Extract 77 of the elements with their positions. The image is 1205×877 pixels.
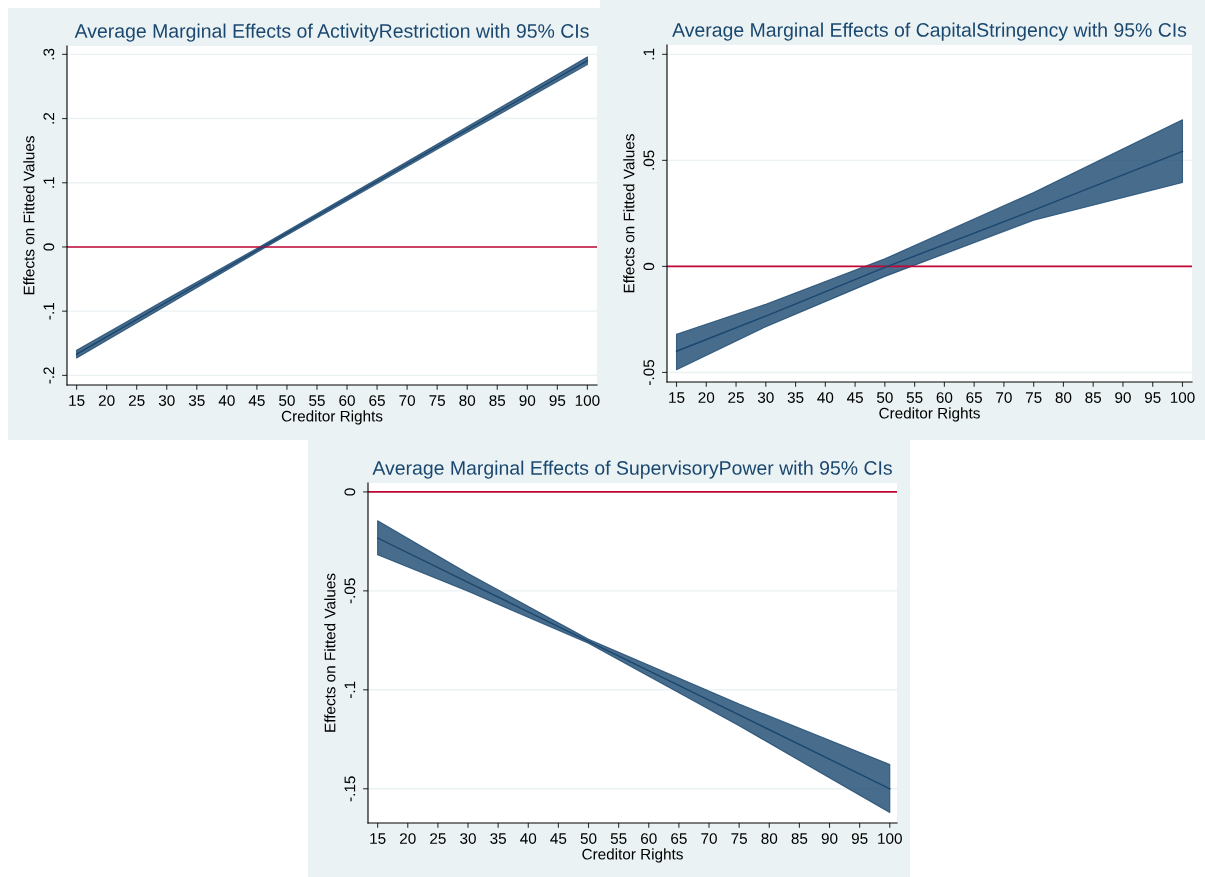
x-tick-label: 95 [549, 395, 566, 406]
x-tick-label: 15 [69, 395, 85, 406]
x-tick-label: 45 [248, 395, 265, 406]
x-tick-label: 85 [791, 833, 808, 844]
x-tick-label: 95 [1144, 392, 1161, 403]
x-tick-label: 90 [519, 395, 536, 406]
x-tick-label: 20 [400, 833, 416, 844]
y-tick-label: 0 [43, 243, 55, 251]
x-tick-label: 80 [761, 833, 778, 844]
x-tick-label: 15 [370, 833, 386, 844]
x-tick-label: 40 [218, 395, 235, 406]
x-tick-label: 55 [906, 392, 923, 403]
chart-title: Average Marginal Effects of SupervisoryPower with 95% CIs [372, 460, 892, 479]
x-tick-label: 50 [279, 395, 295, 406]
y-tick-label: -.2 [43, 367, 55, 384]
y-axis-title: Effects on Fitted Values [23, 136, 35, 295]
x-tick-label: 70 [996, 392, 1012, 403]
chart-title: Average Marginal Effects of CapitalStringency with 95% CIs [672, 22, 1187, 41]
y-tick-label: .1 [43, 177, 55, 188]
y-tick-label: -.15 [344, 776, 356, 802]
y-tick-label: .05 [643, 150, 655, 170]
x-tick-label: 85 [1085, 392, 1102, 403]
x-tick-label: 60 [339, 395, 355, 406]
x-tick-label: 100 [575, 395, 600, 406]
x-tick-label: 95 [851, 833, 868, 844]
y-axis-title: Effects on Fitted Values [623, 134, 635, 293]
x-axis-title: Creditor Rights [879, 407, 980, 422]
x-tick-label: 45 [550, 833, 567, 844]
y-tick-label: -.05 [643, 359, 655, 385]
x-tick-label: 90 [1115, 392, 1131, 403]
x-tick-label: 35 [188, 395, 205, 406]
x-tick-label: 65 [369, 395, 385, 406]
y-tick-label: 0 [643, 262, 655, 271]
x-tick-label: 35 [490, 833, 506, 844]
x-tick-label: 35 [787, 392, 804, 403]
x-tick-label: 60 [936, 392, 953, 403]
x-tick-label: 75 [1025, 392, 1042, 403]
x-tick-label: 85 [489, 395, 506, 406]
x-axis-title: Creditor Rights [582, 848, 683, 863]
x-tick-label: 65 [671, 833, 687, 844]
y-tick-label: -.05 [344, 578, 356, 604]
x-tick-label: 65 [966, 392, 982, 403]
x-tick-label: 100 [1170, 392, 1195, 403]
x-tick-label: 80 [1055, 392, 1072, 403]
x-tick-label: 55 [309, 395, 325, 406]
x-tick-label: 80 [459, 395, 476, 406]
x-tick-label: 40 [520, 833, 537, 844]
x-tick-label: 20 [98, 395, 115, 406]
x-tick-label: 100 [878, 833, 902, 844]
chart-title: Average Marginal Effects of ActivityRestriction with 95% CIs [74, 23, 589, 42]
x-tick-label: 50 [580, 833, 597, 844]
x-tick-label: 30 [460, 833, 476, 844]
y-axis-title: Effects on Fitted Values [324, 573, 336, 732]
x-tick-label: 40 [817, 392, 834, 403]
x-tick-label: 15 [669, 392, 685, 403]
x-tick-label: 55 [610, 833, 627, 844]
x-tick-label: 75 [731, 833, 747, 844]
y-tick-label: .3 [43, 48, 55, 60]
x-tick-label: 25 [128, 395, 145, 406]
y-tick-label: .2 [43, 112, 55, 124]
x-tick-label: 50 [876, 392, 893, 403]
y-tick-label: .1 [643, 48, 655, 60]
x-axis-title: Creditor Rights [281, 410, 383, 425]
y-tick-label: -.1 [43, 303, 55, 320]
x-tick-label: 25 [728, 392, 744, 403]
x-tick-label: 20 [698, 392, 715, 403]
x-tick-label: 70 [399, 395, 416, 406]
x-tick-label: 60 [641, 833, 657, 844]
x-tick-label: 30 [158, 395, 175, 406]
x-tick-label: 25 [430, 833, 446, 844]
x-tick-label: 90 [821, 833, 838, 844]
y-tick-label: -.1 [344, 681, 356, 699]
x-tick-label: 70 [701, 833, 717, 844]
x-tick-label: 30 [757, 392, 774, 403]
x-tick-label: 75 [429, 395, 446, 406]
y-tick-label: 0 [344, 488, 356, 496]
x-tick-label: 45 [846, 392, 863, 403]
